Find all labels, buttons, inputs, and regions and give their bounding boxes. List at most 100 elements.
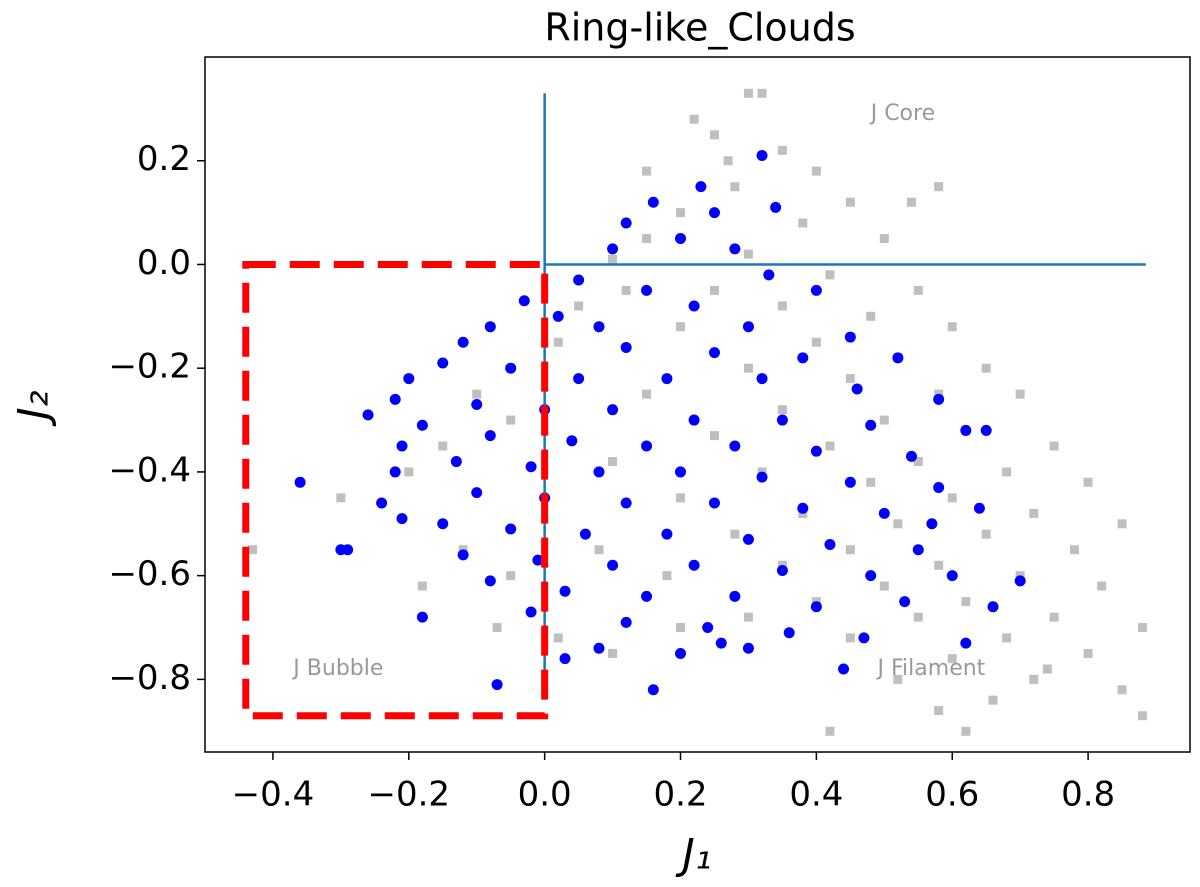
y-tick-label: −0.6 (108, 554, 191, 594)
point (1070, 545, 1080, 555)
point (1049, 441, 1059, 451)
point (1097, 581, 1107, 591)
point (844, 331, 856, 343)
point (879, 234, 889, 244)
point (825, 726, 835, 736)
point (1029, 674, 1039, 684)
point (362, 409, 374, 421)
point (620, 341, 632, 353)
point (621, 285, 631, 295)
point (961, 726, 971, 736)
chart-title: Ring-like_Clouds (544, 6, 855, 50)
point (973, 502, 985, 514)
point (743, 249, 753, 259)
x-tick-label: −0.2 (368, 775, 451, 815)
point (403, 373, 415, 385)
point (866, 311, 876, 321)
point (865, 419, 877, 431)
point (980, 424, 992, 436)
point (892, 352, 904, 364)
point (518, 295, 530, 307)
point (987, 601, 999, 613)
point (642, 166, 652, 176)
point (708, 497, 720, 509)
point (1042, 664, 1052, 674)
x-tick-label: 0.4 (789, 775, 843, 815)
point (642, 389, 652, 399)
plot-frame (204, 56, 1191, 753)
point (573, 274, 585, 286)
annotation: J Bubble (291, 656, 383, 681)
point (641, 590, 653, 602)
point (730, 182, 740, 192)
point (608, 648, 618, 658)
point (1117, 519, 1127, 529)
point (777, 301, 787, 311)
point (688, 414, 700, 426)
point (457, 336, 469, 348)
point (1117, 685, 1127, 695)
point (934, 706, 944, 716)
point (607, 559, 619, 571)
point (858, 632, 870, 644)
point (742, 533, 754, 545)
point (416, 419, 428, 431)
point (756, 373, 768, 385)
point (525, 461, 537, 473)
point (947, 322, 957, 332)
point (579, 528, 591, 540)
point (906, 197, 916, 207)
point (844, 476, 856, 488)
x-tick-label: 0.0 (518, 775, 572, 815)
point (416, 611, 428, 623)
point (675, 233, 687, 245)
point (1002, 467, 1012, 477)
point (743, 363, 753, 373)
point (389, 466, 401, 478)
point (729, 243, 741, 255)
point (505, 523, 517, 535)
point (729, 440, 741, 452)
point (865, 570, 877, 582)
point (715, 637, 727, 649)
point (389, 393, 401, 405)
y-axis-label: J₂ (9, 390, 58, 426)
point (825, 441, 835, 451)
x-tick-label: −0.4 (232, 775, 315, 815)
point (573, 373, 585, 385)
y-tick-label: −0.4 (108, 450, 191, 490)
point (404, 467, 414, 477)
point (641, 440, 653, 452)
point (810, 601, 822, 613)
point (708, 347, 720, 359)
point (893, 519, 903, 529)
point (776, 414, 788, 426)
point (642, 234, 652, 244)
point (743, 88, 753, 98)
point (866, 477, 876, 487)
point (594, 545, 604, 555)
point (946, 570, 958, 582)
point (641, 284, 653, 296)
point (675, 466, 687, 478)
point (294, 476, 306, 488)
point (689, 114, 699, 124)
point (695, 181, 707, 193)
point (810, 445, 822, 457)
point (763, 269, 775, 281)
point (396, 513, 408, 525)
point (730, 529, 740, 539)
y-tick-label: 0.0 (137, 243, 191, 283)
point (608, 457, 618, 467)
point (676, 322, 686, 332)
point (1002, 633, 1012, 643)
point (688, 559, 700, 571)
point (662, 571, 672, 581)
point (1083, 477, 1093, 487)
point (709, 130, 719, 140)
point (472, 389, 482, 399)
point (676, 623, 686, 633)
point (620, 497, 632, 509)
